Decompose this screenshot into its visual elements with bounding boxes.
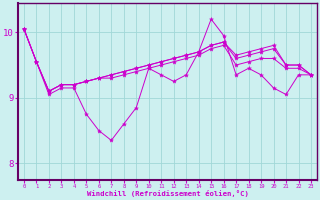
- X-axis label: Windchill (Refroidissement éolien,°C): Windchill (Refroidissement éolien,°C): [86, 190, 248, 197]
